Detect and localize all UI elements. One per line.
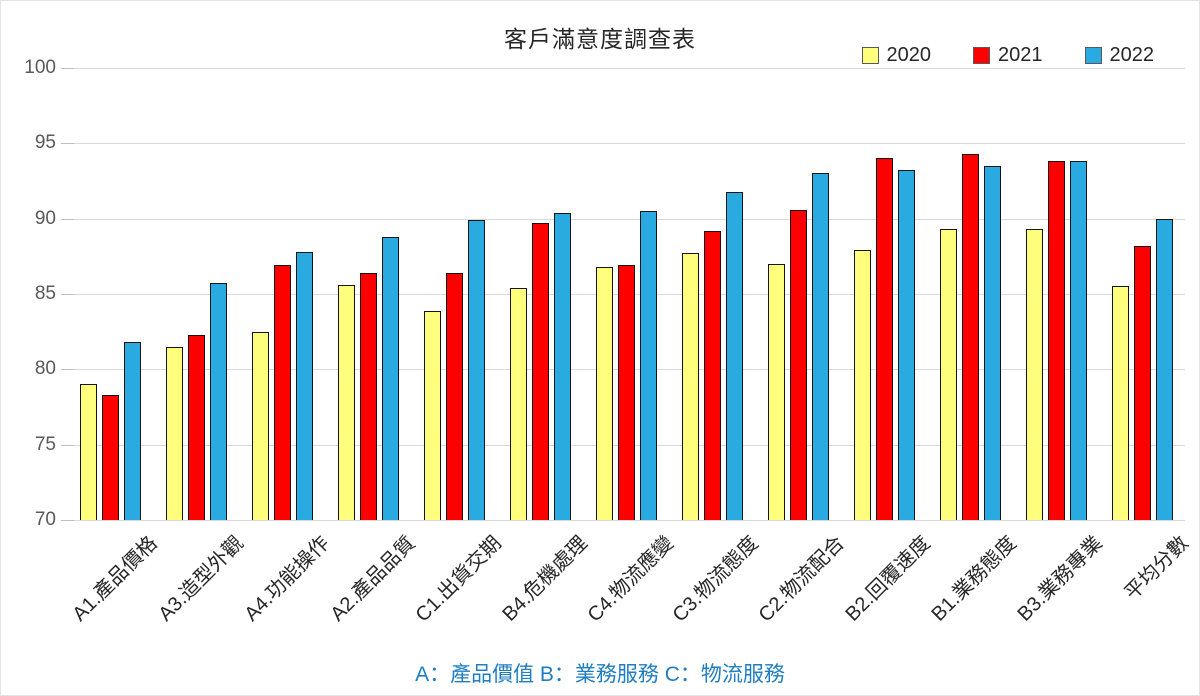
bar-2021-C3.物流態度 <box>703 230 721 520</box>
bar-group-9 <box>755 68 841 520</box>
bar-2020-A4.功能操作 <box>252 331 270 520</box>
legend-item-2021: 2021 <box>973 44 1043 67</box>
bar-group-2 <box>154 68 240 520</box>
bar-2022-C3.物流態度 <box>725 191 743 520</box>
y-axis-label-80: 80 <box>34 358 56 380</box>
bar-2021-C1.出貨交期 <box>446 272 464 520</box>
x-axis-label-8: C3.物流態度 <box>669 532 764 627</box>
y-tick-75 <box>61 444 74 446</box>
y-tick-100 <box>61 68 74 69</box>
bar-2021-A4.功能操作 <box>274 265 292 520</box>
gridline-90 <box>68 218 1185 220</box>
x-axis-label-5: C1.出貨交期 <box>411 532 506 627</box>
x-axis-label-9: C2.物流配合 <box>755 532 850 627</box>
legend-label-2021: 2021 <box>998 44 1043 66</box>
x-axis-label-3: A4.功能操作 <box>240 532 334 626</box>
gridline-95 <box>68 143 1185 145</box>
y-axis-label-95: 95 <box>34 132 56 154</box>
x-axis-label-11: B1.業務態度 <box>927 532 1021 626</box>
x-axis-label-6: B4.危機處理 <box>498 532 592 626</box>
gridline-100 <box>68 68 1185 69</box>
bar-2021-C4.物流應變 <box>617 265 635 520</box>
bar-2020-C2.物流配合 <box>767 263 785 520</box>
bar-group-3 <box>240 68 326 520</box>
bar-group-8 <box>669 68 755 520</box>
bar-group-10 <box>841 68 927 520</box>
bar-group-1 <box>68 68 154 520</box>
bar-group-5 <box>412 68 498 520</box>
bar-2020-C1.出貨交期 <box>424 310 442 520</box>
bar-2020-B2.回覆速度 <box>853 250 871 520</box>
bar-2021-平均分數 <box>1133 245 1151 520</box>
bar-2022-A2.產品品質 <box>382 236 400 520</box>
legend-label-2022: 2022 <box>1109 44 1155 66</box>
x-axis-label-1: A1.產品價格 <box>68 532 162 626</box>
x-axis-label-4: A2.產品品質 <box>326 532 420 626</box>
y-axis-label-90: 90 <box>34 207 56 229</box>
x-axis-label-2: A3.造型外觀 <box>154 532 248 626</box>
bar-2022-B4.危機處理 <box>554 212 572 520</box>
legend-swatch-2020-icon <box>861 47 879 64</box>
bar-2020-C4.物流應變 <box>595 266 613 520</box>
bar-2021-A2.產品品質 <box>360 272 378 520</box>
bar-group-12 <box>1013 68 1099 520</box>
chart-title: 客戶滿意度調查表 <box>504 26 696 52</box>
bar-group-7 <box>584 68 670 520</box>
category-legend-footnote: A：產品價值 B：業務服務 C：物流服務 <box>415 663 785 686</box>
bar-2022-C1.出貨交期 <box>468 220 486 520</box>
y-axis-label-85: 85 <box>34 283 56 304</box>
bar-group-13 <box>1099 68 1185 520</box>
bar-2022-A3.造型外觀 <box>210 283 228 520</box>
y-tick-70 <box>61 520 74 521</box>
bar-2021-B4.危機處理 <box>532 223 550 520</box>
bar-2022-A1.產品價格 <box>124 342 142 520</box>
y-axis-label-70: 70 <box>34 509 56 530</box>
bar-2020-B1.業務態度 <box>939 229 957 520</box>
legend-item-2022: 2022 <box>1084 44 1155 67</box>
bar-2020-B3.業務專業 <box>1025 229 1043 520</box>
y-axis-label-100: 100 <box>24 57 56 78</box>
bar-2021-B2.回覆速度 <box>875 158 893 520</box>
bar-2020-A3.造型外觀 <box>166 346 184 520</box>
legend-label-2020: 2020 <box>886 44 932 66</box>
y-tick-90 <box>61 218 74 220</box>
bar-2022-B2.回覆速度 <box>897 170 915 520</box>
gridline-70 <box>68 520 1185 521</box>
x-axis-label-13: 平均分數 <box>1120 532 1193 605</box>
legend-swatch-2022-icon <box>1084 47 1102 64</box>
bar-2020-平均分數 <box>1111 286 1129 520</box>
plot-area <box>61 68 1185 521</box>
bar-2021-B3.業務專業 <box>1047 161 1065 520</box>
y-tick-80 <box>61 369 74 371</box>
bar-2022-C2.物流配合 <box>811 173 829 520</box>
bar-2021-C2.物流配合 <box>789 209 807 520</box>
bar-2022-A4.功能操作 <box>296 251 314 520</box>
bar-2022-平均分數 <box>1155 218 1173 520</box>
bar-2020-C3.物流態度 <box>681 253 699 520</box>
bar-2020-A1.產品價格 <box>80 384 98 520</box>
x-axis-label-12: B3.業務專業 <box>1013 532 1107 626</box>
bar-2022-C4.物流應變 <box>639 211 657 520</box>
x-axis-label-7: C4.物流應變 <box>583 532 678 627</box>
bar-2022-B1.業務態度 <box>983 165 1001 520</box>
bar-2021-A1.產品價格 <box>102 394 120 520</box>
bar-2020-B4.危機處理 <box>510 287 528 520</box>
y-tick-85 <box>61 294 74 295</box>
y-tick-95 <box>61 143 74 145</box>
bar-2021-B1.業務態度 <box>961 153 979 520</box>
y-axis-label-75: 75 <box>34 433 56 455</box>
legend-item-2020: 2020 <box>861 44 932 67</box>
legend-swatch-2021-icon <box>973 47 990 64</box>
bar-group-4 <box>326 68 412 520</box>
bar-2022-B3.業務專業 <box>1069 161 1087 520</box>
bar-2021-A3.造型外觀 <box>188 334 206 520</box>
bar-group-11 <box>927 68 1013 520</box>
bar-2020-A2.產品品質 <box>338 284 356 520</box>
legend: 2020 2021 2022 <box>861 44 1155 67</box>
bar-group-6 <box>498 68 584 520</box>
x-axis-label-10: B2.回覆速度 <box>841 532 936 626</box>
